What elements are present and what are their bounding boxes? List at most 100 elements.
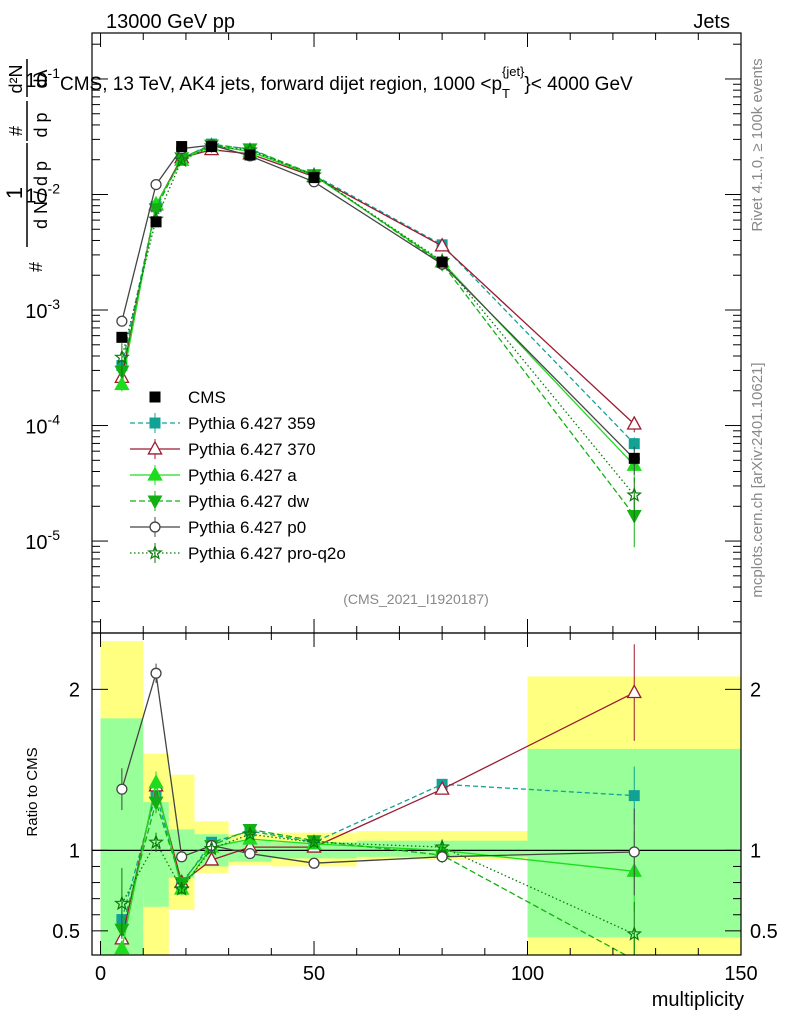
main-point-4-0 [116, 315, 128, 327]
legend-marker-2 [147, 440, 163, 455]
main-line-5 [121, 145, 635, 496]
ratio-point-5-3 [203, 840, 220, 856]
ratio-point-5-0 [113, 895, 130, 911]
ratio-line-3 [121, 799, 627, 955]
data-point-5 [308, 172, 320, 184]
ratio-point-1-3 [203, 851, 220, 866]
ratio-line-4 [121, 673, 635, 864]
legend-marker-1 [149, 417, 161, 429]
main-point-2-0 [114, 376, 130, 391]
ylabel-den1: d N / d p [31, 161, 51, 229]
y-tick-label-2: 10-3 [25, 296, 60, 323]
legend-marker-0 [149, 391, 161, 403]
main-line-0 [121, 143, 635, 445]
main-line-2 [121, 144, 635, 466]
data-point-7 [628, 452, 640, 464]
ratio-point-2-1 [148, 774, 164, 789]
legend-label-2: Pythia 6.427 370 [188, 440, 316, 459]
data-point-0 [116, 331, 128, 343]
main-y-axis-label: # 1 d N / d p # d p d²N dλ [2, 59, 51, 272]
ratio-point-2-0 [114, 940, 130, 955]
data-point-3 [206, 141, 218, 153]
ratio-point-4-6 [436, 851, 448, 863]
ratio-point-4-2 [176, 851, 188, 863]
ratio-uncertainty-bands [92, 641, 741, 955]
x-axis-label: multiplicity [652, 989, 744, 1011]
ratio-point-4-7 [628, 846, 640, 858]
legend-label-4: Pythia 6.427 dw [188, 492, 310, 511]
main-point-5-0 [113, 349, 130, 365]
mcplots-label: mcplots.cern.ch [arXiv:2401.10621] [749, 362, 766, 597]
ylabel-num2: # [6, 126, 26, 136]
ratio-point-5-5 [306, 833, 322, 850]
rivet-label: Rivet 4.1.0, ≥ 100k events [749, 58, 766, 231]
analysis-id: (CMS_2021_I1920187) [343, 591, 489, 607]
collision-label: 13000 GeV pp [106, 11, 235, 33]
legend-marker-3 [147, 466, 163, 481]
ratio-y-axis-label: Ratio to CMS [24, 747, 41, 836]
data-point-2 [176, 141, 188, 153]
main-point-0-7 [628, 438, 640, 450]
x-tick-label-0: 0 [95, 963, 106, 985]
y-tick-label-3: 10-4 [25, 412, 60, 439]
ratio-y-tick-label-2: 2 [69, 679, 80, 701]
data-point-1 [150, 216, 162, 228]
ratio-point-1-7 [626, 684, 642, 699]
ratio-frame [91, 632, 742, 956]
x-tick-label-3: 150 [724, 963, 757, 985]
ylabel-den3: dλ [31, 69, 51, 88]
title-sub: T [502, 86, 510, 101]
ylabel-num3: d²N [6, 64, 26, 93]
legend-label-5: Pythia 6.427 p0 [188, 518, 306, 537]
legend-label-6: Pythia 6.427 pro-q2o [188, 544, 346, 563]
y-tick-label-4: 10-5 [25, 527, 60, 554]
ratio-point-1-6 [434, 780, 450, 795]
x-tick-label-1: 50 [303, 963, 325, 985]
ratio-point-5-4 [242, 825, 258, 842]
ylabel-den2: d p [31, 112, 51, 137]
legend-label-0: CMS [188, 388, 226, 407]
ratio-point-3-4 [242, 823, 258, 838]
ratio-y-tick-label-0: 0.5 [52, 921, 80, 943]
x-tick-label-2: 100 [511, 963, 544, 985]
ratio-y-tick-label-right-2: 2 [750, 679, 761, 701]
title-suffix: }< 4000 GeV [524, 74, 633, 95]
y-tick-label-0: 10-1 [25, 65, 60, 92]
title-sup: {jet} [502, 64, 525, 79]
ratio-point-3-1 [148, 796, 164, 811]
ratio-point-4-1 [150, 667, 162, 679]
axes-layer: 0 50 100 150 10-1 10-2 10-3 10-4 10-5 0.5 0.5 1 1 2 2 [25, 32, 778, 985]
legend-marker-6 [147, 544, 163, 560]
main-point-1-6 [434, 237, 450, 252]
ratio-y-tick-label-right-1: 1 [750, 840, 761, 862]
data-point-4 [244, 149, 256, 161]
title-prefix: CMS, 13 TeV, AK4 jets, forward dijet reg… [60, 74, 502, 95]
data-point-6 [436, 256, 448, 268]
main-frame [91, 32, 742, 634]
main-line-3 [121, 144, 635, 516]
legend-label-3: Pythia 6.427 a [188, 466, 297, 485]
main-point-4-1 [150, 178, 162, 191]
main-line-1 [121, 149, 635, 425]
main-line-4 [121, 144, 635, 460]
y-tick-label-1: 10-2 [25, 180, 60, 207]
legend-marker-5 [149, 521, 161, 533]
ratio-point-5-7 [626, 925, 643, 941]
main-point-5-7 [626, 486, 643, 502]
ratio-point-4-5 [308, 857, 320, 869]
ratio-series-layer [113, 644, 643, 955]
ratio-point-0-7 [628, 790, 640, 802]
ratio-point-5-6 [434, 838, 451, 854]
ratio-point-5-1 [148, 833, 164, 850]
ratio-y-tick-label-right-0: 0.5 [750, 921, 778, 943]
category-label: Jets [693, 11, 730, 33]
legend: CMS Pythia 6.427 359 Pythia 6.427 370 Pythi… [130, 388, 346, 563]
ratio-y-tick-label-1: 1 [69, 840, 80, 862]
main-point-3-1 [148, 203, 164, 217]
plot-title: CMS, 13 TeV, AK4 jets, forward dijet reg… [60, 64, 633, 101]
ylabel-hash-left: # [26, 262, 46, 272]
ylabel-num1: 1 [2, 187, 27, 199]
main-series-layer [113, 137, 643, 548]
legend-label-1: Pythia 6.427 359 [188, 414, 316, 433]
ratio-point-4-4 [244, 847, 256, 860]
